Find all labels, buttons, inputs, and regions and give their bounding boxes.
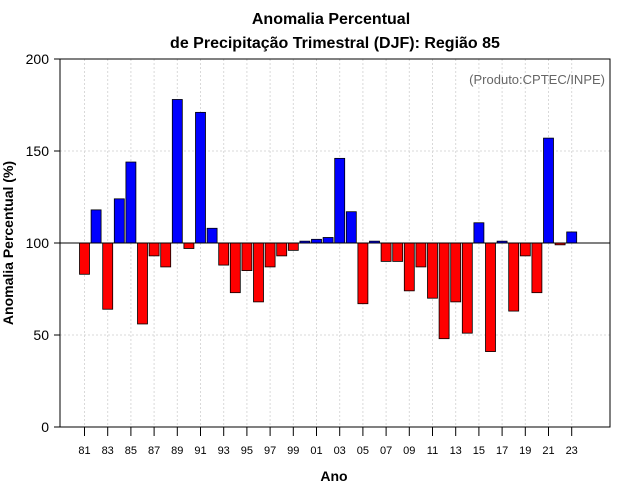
bar-95 <box>241 242 253 272</box>
bar-19 <box>519 242 531 257</box>
x-tick-label-87: 87 <box>148 445 160 457</box>
x-tick-label-97: 97 <box>264 445 276 457</box>
bar-01 <box>311 238 322 244</box>
bar-94 <box>229 242 241 294</box>
bar-03 <box>334 157 346 244</box>
bar-20 <box>531 242 543 294</box>
x-tick-label-83: 83 <box>102 445 114 457</box>
bar-92 <box>206 227 218 244</box>
bar-85 <box>125 161 137 244</box>
bar-99 <box>287 242 299 251</box>
bar-82 <box>90 209 102 244</box>
bar-84 <box>113 198 125 244</box>
chart-title-line-2: de Precipitação Trimestral (DJF): Região… <box>170 35 500 52</box>
x-tick-label-13: 13 <box>450 445 462 457</box>
bar-91 <box>195 111 206 244</box>
bar-88 <box>160 242 172 268</box>
bar-10 <box>415 242 427 268</box>
bar-21 <box>543 137 554 244</box>
x-tick-label-99: 99 <box>287 445 299 457</box>
bar-11 <box>427 242 438 299</box>
x-tick-label-19: 19 <box>519 445 531 457</box>
bar-04 <box>345 211 357 244</box>
x-tick-label-05: 05 <box>357 445 369 457</box>
x-tick-label-91: 91 <box>194 445 206 457</box>
bar-93 <box>218 242 230 266</box>
y-tick-label-200: 200 <box>26 51 50 67</box>
bar-87 <box>148 242 160 257</box>
bars <box>79 99 578 352</box>
bar-13 <box>450 242 462 303</box>
x-tick-label-95: 95 <box>241 445 253 457</box>
y-axis: 0 50 100 150 200 <box>26 51 60 435</box>
x-tick-label-89: 89 <box>171 445 183 457</box>
bar-83 <box>102 242 114 310</box>
bar-86 <box>137 242 148 325</box>
bar-09 <box>403 242 415 292</box>
x-tick-label-15: 15 <box>473 445 485 457</box>
bar-02 <box>322 237 334 244</box>
x-axis-title: Ano <box>320 468 347 484</box>
x-tick-label-21: 21 <box>542 445 554 457</box>
x-axis: 81 83 85 87 89 91 93 95 97 99 01 03 05 07 09 11 13 15 17 19… <box>78 427 578 457</box>
y-tick-label-150: 150 <box>26 143 50 159</box>
bar-96 <box>253 242 264 303</box>
bar-81 <box>79 242 90 275</box>
bar-18 <box>508 242 520 312</box>
bar-12 <box>438 242 450 340</box>
credit-text: (Produto:CPTEC/INPE) <box>469 72 605 87</box>
x-tick-label-03: 03 <box>334 445 346 457</box>
x-tick-label-01: 01 <box>310 445 322 457</box>
bar-23 <box>566 231 578 244</box>
y-tick-label-100: 100 <box>26 235 50 251</box>
bar-08 <box>392 242 404 262</box>
bar-98 <box>276 242 288 257</box>
y-axis-title: Anomalia Percentual (%) <box>0 161 16 325</box>
x-tick-label-85: 85 <box>125 445 137 457</box>
bar-16 <box>485 242 496 352</box>
bar-89 <box>171 99 183 244</box>
bar-90 <box>183 242 195 249</box>
bar-97 <box>264 242 276 268</box>
x-tick-label-17: 17 <box>496 445 508 457</box>
bar-07 <box>380 242 392 262</box>
x-tick-label-81: 81 <box>78 445 90 457</box>
bar-14 <box>461 242 473 334</box>
y-tick-label-50: 50 <box>33 327 49 343</box>
x-tick-label-07: 07 <box>380 445 392 457</box>
x-tick-label-11: 11 <box>427 445 438 457</box>
chart-title-line-1: Anomalia Percentual <box>252 11 410 28</box>
y-tick-label-0: 0 <box>41 419 49 435</box>
x-tick-label-09: 09 <box>403 445 415 457</box>
x-tick-label-23: 23 <box>566 445 578 457</box>
x-tick-label-93: 93 <box>218 445 230 457</box>
bar-15 <box>473 222 485 244</box>
bar-05 <box>357 242 369 305</box>
